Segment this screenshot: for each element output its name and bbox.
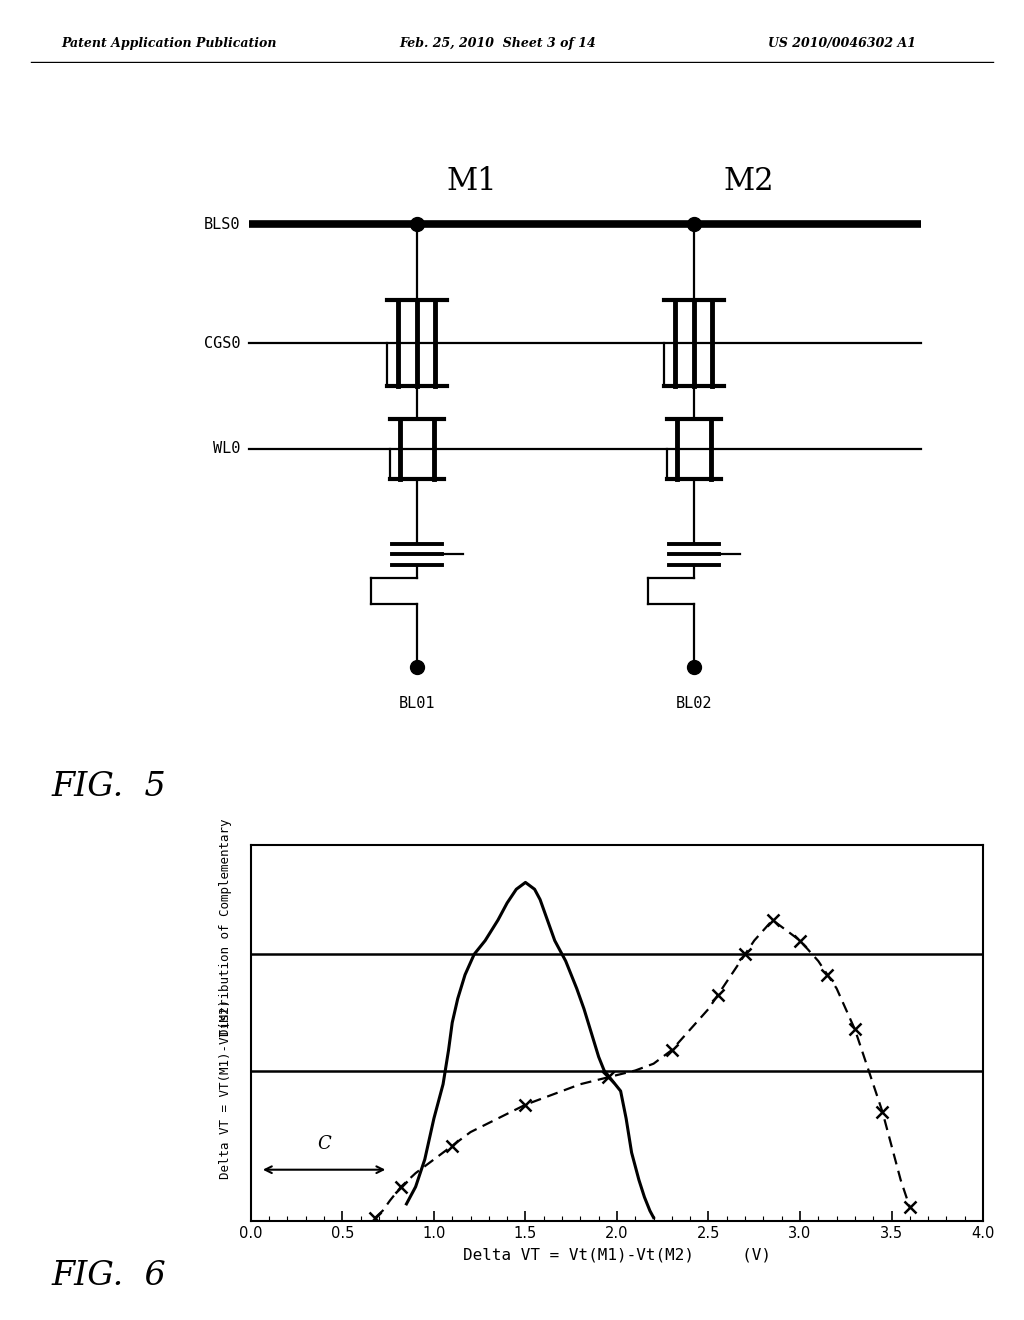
Text: Patent Application Publication: Patent Application Publication — [61, 37, 276, 50]
Text: FIG.  6: FIG. 6 — [51, 1261, 166, 1292]
Text: BLS0: BLS0 — [204, 216, 241, 232]
Text: M2: M2 — [723, 166, 774, 197]
Text: Distribution of Complementary: Distribution of Complementary — [218, 818, 231, 1036]
Text: WL0: WL0 — [213, 441, 241, 457]
Text: Delta VT = VT(M1)-VT(M2): Delta VT = VT(M1)-VT(M2) — [218, 999, 231, 1179]
Text: Feb. 25, 2010  Sheet 3 of 14: Feb. 25, 2010 Sheet 3 of 14 — [399, 37, 596, 50]
Text: FIG.  5: FIG. 5 — [51, 771, 166, 803]
Text: M1: M1 — [446, 166, 497, 197]
Text: US 2010/0046302 A1: US 2010/0046302 A1 — [768, 37, 916, 50]
Text: CGS0: CGS0 — [204, 335, 241, 351]
Text: BL01: BL01 — [398, 697, 435, 711]
Text: BL02: BL02 — [676, 697, 712, 711]
X-axis label: Delta VT = Vt(M1)-Vt(M2)     (V): Delta VT = Vt(M1)-Vt(M2) (V) — [463, 1247, 771, 1263]
Text: C: C — [317, 1135, 331, 1152]
